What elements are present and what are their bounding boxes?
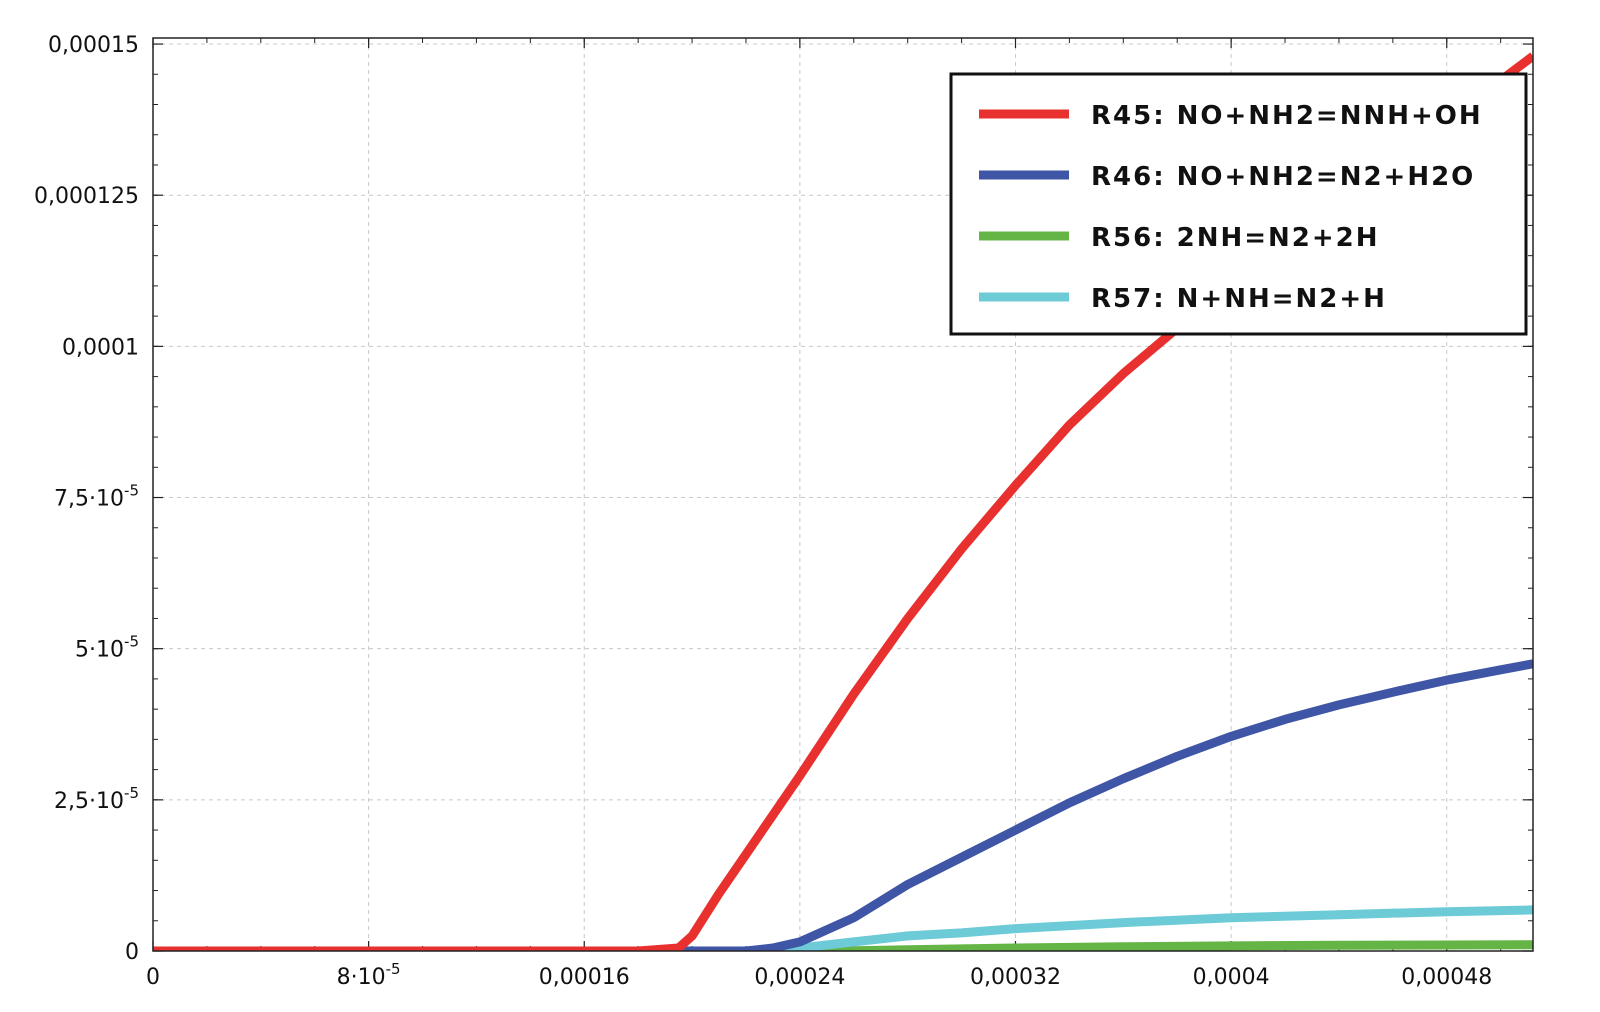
x-tick-label: 0 (146, 965, 160, 990)
x-tick-label: 0,00016 (539, 965, 630, 990)
y-tick-label: 5·10-5 (75, 633, 139, 663)
y-tick-label: 7,5·10-5 (54, 482, 139, 512)
legend-label: R57: N+NH=N2+H (1091, 284, 1387, 314)
y-tick-label: 0,00015 (48, 33, 139, 58)
y-tick-label: 0,0001 (62, 335, 139, 360)
series-line-2 (153, 659, 1533, 951)
grid-lines (153, 38, 1533, 951)
y-tick-label: 0,000125 (34, 184, 139, 209)
x-tick-label: 0,00032 (970, 965, 1061, 990)
legend-label: R56: 2NH=N2+2H (1091, 223, 1380, 253)
y-tick-label: 2,5·10-5 (54, 784, 139, 814)
x-tick-label: 0,00024 (754, 965, 845, 990)
plot-frame (152, 37, 1534, 952)
x-tick-labels: 0 8·10-5 0,00016 0,00024 0,00032 0,0004 0,0004… (146, 960, 1492, 990)
legend: R45: NO+NH2=NNH+OH R46: NO+NH2=N2+H2O R56:… (949, 72, 1528, 336)
y-tick-labels: 0 2,5·10-5 5·10-5 7,5·10-5 0,0001 0,000125 0,0… (34, 33, 139, 965)
legend-label: R45: NO+NH2=NNH+OH (1091, 101, 1483, 131)
x-tick-label: 0,0004 (1193, 965, 1270, 990)
x-tick-label: 0,00048 (1401, 965, 1492, 990)
y-tick-label: 0 (125, 940, 139, 965)
legend-label: R46: NO+NH2=N2+H2O (1091, 162, 1475, 192)
x-tick-label: 8·10-5 (337, 960, 401, 990)
